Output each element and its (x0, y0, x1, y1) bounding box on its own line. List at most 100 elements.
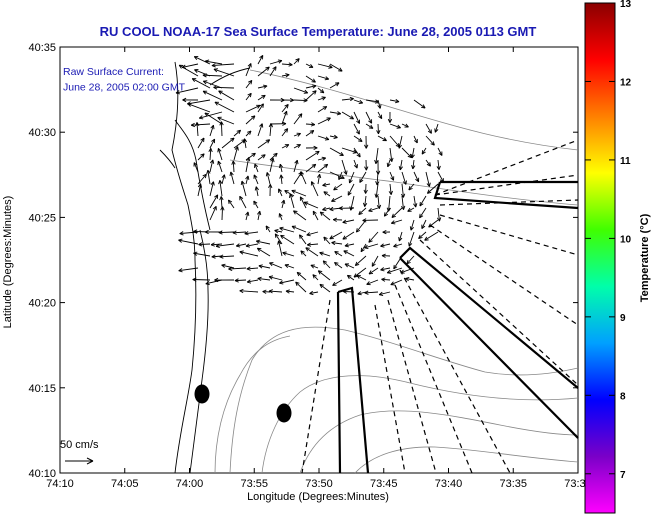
current-vector (386, 267, 403, 274)
current-vector (405, 276, 415, 282)
current-vector (281, 97, 294, 103)
current-vector (219, 196, 224, 209)
current-vector (257, 210, 262, 221)
current-vector (401, 123, 409, 128)
current-vector (377, 135, 387, 142)
current-vector (245, 243, 259, 248)
current-vector (317, 156, 326, 161)
current-vector (434, 123, 439, 133)
scale-label: 50 cm/s (60, 439, 99, 451)
current-vector (317, 75, 330, 81)
colorbar-tick-label: 13 (620, 0, 632, 10)
current-vector (353, 123, 360, 135)
current-vector (401, 147, 413, 159)
current-vector (258, 264, 271, 269)
marker-blob-1 (194, 384, 210, 404)
current-vector (410, 147, 415, 159)
y-axis-label: Latitude (Degrees:Minutes) (2, 196, 14, 329)
current-vector (245, 130, 252, 137)
current-vector (293, 210, 307, 221)
current-vector (187, 102, 211, 113)
current-vector (329, 147, 344, 157)
current-vector (408, 183, 415, 191)
current-vector (269, 66, 277, 77)
current-vector (182, 97, 199, 103)
current-vector (329, 134, 338, 139)
current-vector (281, 62, 293, 67)
current-vector (268, 275, 283, 281)
current-vector (348, 171, 355, 184)
current-vector (217, 116, 235, 125)
current-vector (257, 55, 264, 65)
current-vector (242, 138, 248, 149)
current-vector (413, 195, 418, 208)
chart-title: RU COOL NOAA-17 Sea Surface Temperature:… (100, 24, 537, 39)
current-vector (383, 207, 391, 217)
current-vector (323, 236, 331, 245)
current-vector (245, 79, 253, 89)
current-vector (421, 219, 427, 229)
current-vector (341, 96, 354, 102)
current-vector (257, 94, 266, 101)
colorbar-tick-label: 7 (620, 470, 626, 481)
current-vector (365, 111, 373, 124)
coastline (59, 47, 251, 474)
current-vector (322, 182, 331, 187)
current-vector (281, 128, 289, 137)
current-vector (332, 279, 343, 286)
current-vector (305, 145, 318, 151)
current-vector (358, 207, 367, 216)
current-vector (401, 171, 407, 185)
current-vector (300, 171, 307, 185)
current-vector (426, 183, 439, 194)
current-vector (256, 247, 271, 257)
current-vector (178, 238, 199, 245)
current-vector (228, 266, 247, 271)
current-vector (341, 111, 354, 120)
x-axis-label: Longitude (Degrees:Minutes) (247, 491, 389, 503)
current-vector (425, 171, 431, 187)
current-vector (400, 183, 406, 198)
current-vector (217, 160, 223, 173)
y-tick-label: 40:25 (28, 212, 56, 224)
current-vector (425, 135, 435, 146)
current-vector (265, 225, 271, 233)
current-vector (305, 122, 316, 127)
current-vector (293, 58, 300, 65)
current-vector (366, 279, 379, 286)
current-vector (305, 84, 317, 89)
current-vector (368, 207, 379, 213)
current-vector (280, 234, 295, 245)
current-vector (190, 122, 211, 128)
current-vector (317, 96, 326, 101)
current-vector (347, 183, 355, 196)
current-vector (317, 87, 325, 94)
current-vector (409, 219, 415, 231)
current-vector (245, 63, 252, 77)
y-tick-label: 40:30 (28, 127, 56, 139)
current-vector (244, 231, 259, 236)
current-vector (245, 92, 252, 101)
current-vector (299, 196, 307, 209)
current-vector (413, 99, 426, 109)
current-vector (377, 99, 382, 109)
current-vector (293, 159, 299, 173)
current-vector (219, 254, 235, 259)
current-vector (278, 188, 283, 197)
y-tick-label: 40:20 (28, 298, 56, 310)
current-vector (407, 207, 415, 212)
current-vector (215, 243, 235, 248)
current-vector (400, 267, 415, 274)
current-vector (279, 226, 295, 233)
current-vector (382, 229, 391, 235)
current-vector (424, 231, 439, 241)
current-vector (269, 152, 278, 161)
current-vector (413, 171, 420, 183)
current-vector (288, 193, 295, 209)
current-vector (197, 183, 203, 197)
current-vector (317, 135, 330, 141)
current-vector (193, 251, 211, 257)
current-vector (257, 276, 271, 282)
current-vector (211, 63, 235, 68)
current-vector (354, 255, 367, 266)
